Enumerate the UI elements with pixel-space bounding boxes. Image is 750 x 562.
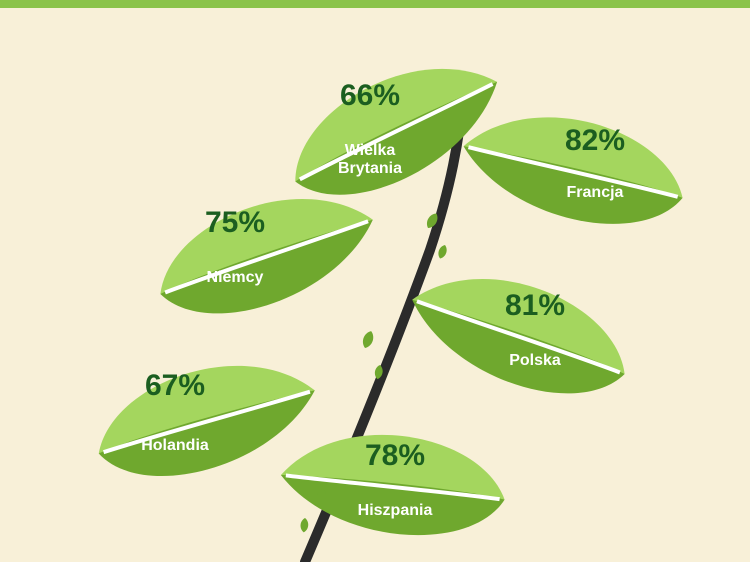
country-wielka-brytania-line2: Brytania	[338, 160, 402, 177]
pct-niemcy: 75%	[205, 206, 265, 239]
small-leaf-2	[361, 329, 376, 349]
small-leaf-5	[300, 518, 309, 533]
leaf-wielka-brytania	[272, 37, 517, 221]
country-holandia: Holandia	[141, 437, 209, 454]
pct-hiszpania: 78%	[365, 439, 425, 472]
plant-infographic: 66% WielkaBrytania 82% Francja 75% Niemcy 81% P…	[0, 0, 750, 562]
leaf-francja	[453, 98, 693, 241]
top-accent-bar	[0, 0, 750, 8]
country-hiszpania: Hiszpania	[358, 502, 433, 519]
country-wielka-brytania: Wielka	[345, 142, 396, 159]
pct-holandia: 67%	[145, 369, 205, 402]
country-niemcy: Niemcy	[207, 269, 264, 286]
small-leaf-1	[436, 244, 448, 260]
country-francja: Francja	[567, 184, 624, 201]
leaf-polska	[397, 253, 641, 416]
pct-polska: 81%	[505, 289, 565, 322]
country-polska: Polska	[509, 352, 561, 369]
leaf-niemcy	[144, 173, 388, 336]
pct-francja: 82%	[565, 124, 625, 157]
pct-wielka-brytania: 66%	[340, 79, 400, 112]
